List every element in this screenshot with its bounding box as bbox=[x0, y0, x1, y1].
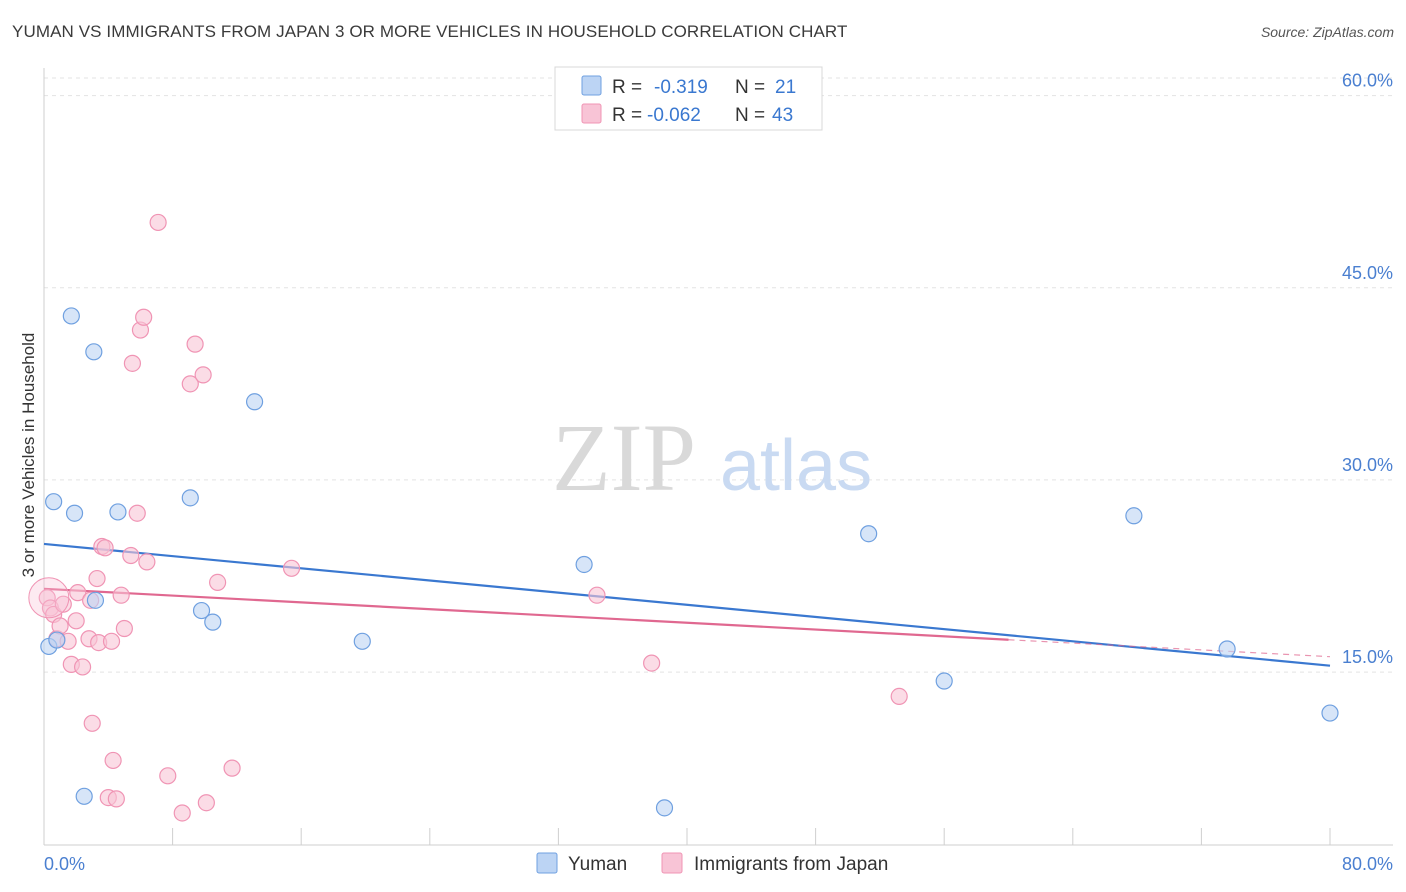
data-point-japan bbox=[104, 751, 122, 770]
data-point-yuman bbox=[245, 393, 264, 411]
legend-label-japan: Immigrants from Japan bbox=[694, 854, 888, 875]
y-tick-label: 60.0% bbox=[1342, 71, 1393, 91]
data-point-yuman bbox=[1218, 640, 1236, 658]
y-tick-labels: 15.0% 30.0% 45.0% 60.0% bbox=[1342, 71, 1393, 667]
x-tick-label-min: 0.0% bbox=[44, 854, 85, 874]
stats-swatch-yuman bbox=[581, 75, 602, 96]
data-point-yuman bbox=[181, 489, 199, 507]
data-point-japan bbox=[181, 375, 199, 393]
y-tick-label: 15.0% bbox=[1342, 647, 1393, 667]
data-point-japan bbox=[51, 617, 69, 635]
stats-n-value-japan: 43 bbox=[772, 105, 793, 126]
gridlines bbox=[44, 77, 1393, 673]
data-point-japan bbox=[588, 586, 606, 604]
data-point-yuman bbox=[75, 787, 93, 805]
trendlines bbox=[43, 542, 1331, 667]
watermark: ZIP atlas bbox=[552, 404, 872, 511]
axes bbox=[43, 68, 1393, 846]
data-point-japan bbox=[186, 335, 204, 353]
y-axis-title: 3 or more Vehicles in Household bbox=[19, 333, 38, 578]
data-point-japan bbox=[194, 366, 212, 384]
data-point-japan bbox=[73, 658, 92, 676]
data-point-japan bbox=[138, 553, 156, 571]
data-point-japan bbox=[223, 759, 241, 777]
data-point-japan bbox=[197, 794, 215, 812]
data-point-yuman bbox=[575, 555, 593, 574]
chart-title: YUMAN VS IMMIGRANTS FROM JAPAN 3 OR MORE… bbox=[12, 22, 848, 41]
data-point-japan bbox=[643, 654, 661, 672]
data-point-japan bbox=[123, 354, 142, 372]
data-point-yuman bbox=[655, 799, 674, 817]
series-legend: Yuman Immigrants from Japan bbox=[536, 852, 888, 875]
data-point-japan bbox=[173, 804, 191, 822]
stats-n-value-yuman: 21 bbox=[775, 77, 796, 98]
trendline-japan bbox=[43, 587, 1009, 641]
data-point-yuman bbox=[935, 672, 953, 690]
data-point-japan bbox=[67, 612, 85, 630]
y-tick-label: 45.0% bbox=[1342, 263, 1393, 283]
data-point-japan bbox=[122, 546, 140, 565]
chart-source: Source: ZipAtlas.com bbox=[1260, 24, 1394, 40]
data-point-japan bbox=[135, 308, 153, 326]
stats-r-label: R = bbox=[612, 105, 642, 126]
data-point-yuman bbox=[48, 631, 66, 649]
watermark-atlas: atlas bbox=[720, 426, 872, 506]
stats-r-value-japan: -0.062 bbox=[647, 105, 701, 126]
data-point-japan bbox=[128, 504, 146, 522]
stats-n-label: N = bbox=[735, 77, 765, 98]
data-point-japan bbox=[102, 632, 121, 650]
data-point-japan-cluster bbox=[28, 577, 70, 619]
stats-r-label: R = bbox=[612, 77, 642, 98]
stats-swatch-japan bbox=[581, 103, 602, 124]
stats-legend: R = -0.319 N = 21 R = -0.062 N = 43 bbox=[554, 66, 823, 131]
legend-label-yuman: Yuman bbox=[568, 854, 627, 875]
data-point-japan bbox=[112, 586, 130, 604]
data-point-yuman bbox=[109, 503, 127, 521]
data-point-yuman bbox=[86, 591, 105, 609]
x-tick-labels: 0.0% 80.0% bbox=[44, 854, 1393, 874]
data-point-japan bbox=[149, 213, 167, 232]
data-point-yuman bbox=[353, 632, 371, 650]
data-point-japan bbox=[890, 687, 908, 706]
trendline-yuman bbox=[43, 542, 1331, 667]
legend-swatch-yuman bbox=[536, 852, 558, 874]
data-point-japan bbox=[115, 619, 133, 638]
stats-r-value-yuman: -0.319 bbox=[654, 77, 708, 98]
data-point-yuman bbox=[192, 601, 211, 620]
data-point-yuman bbox=[860, 525, 878, 543]
data-points bbox=[28, 213, 1339, 822]
trendline-extension-japan bbox=[1008, 639, 1331, 658]
data-point-yuman bbox=[1125, 507, 1143, 525]
data-point-japan bbox=[282, 559, 301, 577]
data-point-japan bbox=[107, 790, 125, 808]
data-point-yuman bbox=[204, 613, 222, 631]
data-point-yuman bbox=[1321, 704, 1339, 722]
x-tick-label-max: 80.0% bbox=[1342, 854, 1393, 874]
data-point-japan bbox=[159, 767, 177, 785]
data-point-yuman bbox=[62, 307, 80, 325]
data-point-yuman bbox=[65, 504, 84, 522]
legend-swatch-japan bbox=[661, 852, 683, 874]
data-point-japan bbox=[69, 584, 87, 602]
data-point-japan bbox=[83, 714, 101, 732]
data-point-japan bbox=[88, 569, 106, 588]
data-point-yuman bbox=[45, 493, 63, 511]
watermark-zip: ZIP bbox=[552, 404, 696, 511]
stats-n-label: N = bbox=[735, 105, 765, 126]
data-point-japan bbox=[96, 539, 114, 557]
y-tick-label: 30.0% bbox=[1342, 455, 1393, 475]
data-point-japan bbox=[209, 573, 227, 591]
data-point-yuman bbox=[85, 343, 103, 361]
